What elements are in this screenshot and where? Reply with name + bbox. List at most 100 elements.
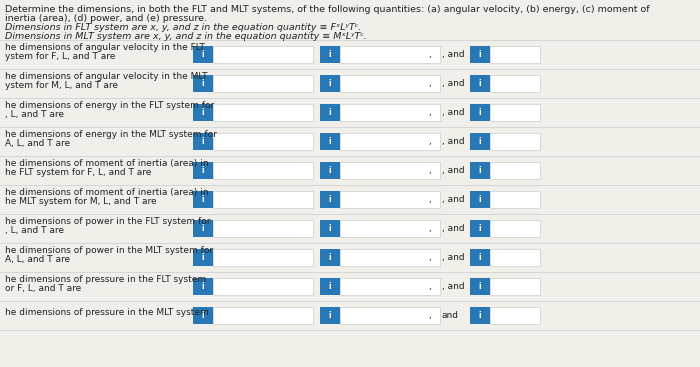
Text: he MLT system for M, L, and T are: he MLT system for M, L, and T are bbox=[5, 197, 157, 206]
FancyBboxPatch shape bbox=[193, 278, 213, 295]
Text: i: i bbox=[479, 137, 482, 146]
Text: , L, and T are: , L, and T are bbox=[5, 226, 64, 235]
Text: i: i bbox=[202, 79, 204, 88]
Text: ystem for F, L, and T are: ystem for F, L, and T are bbox=[5, 52, 116, 61]
Text: i: i bbox=[479, 253, 482, 262]
FancyBboxPatch shape bbox=[320, 104, 340, 121]
FancyBboxPatch shape bbox=[193, 75, 213, 92]
FancyBboxPatch shape bbox=[340, 191, 440, 208]
FancyBboxPatch shape bbox=[490, 133, 540, 150]
Text: i: i bbox=[202, 50, 204, 59]
FancyBboxPatch shape bbox=[340, 249, 440, 266]
FancyBboxPatch shape bbox=[490, 104, 540, 121]
FancyBboxPatch shape bbox=[490, 162, 540, 179]
Text: or F, L, and T are: or F, L, and T are bbox=[5, 284, 81, 293]
Text: he dimensions of power in the FLT system for: he dimensions of power in the FLT system… bbox=[5, 217, 211, 226]
Text: , and: , and bbox=[442, 224, 465, 233]
Text: i: i bbox=[202, 282, 204, 291]
Text: he dimensions of pressure in the MLT system: he dimensions of pressure in the MLT sys… bbox=[5, 308, 209, 317]
Text: ,: , bbox=[428, 195, 430, 204]
FancyBboxPatch shape bbox=[470, 191, 490, 208]
Text: ,: , bbox=[428, 253, 430, 262]
Text: and: and bbox=[442, 311, 459, 320]
FancyBboxPatch shape bbox=[490, 46, 540, 63]
FancyBboxPatch shape bbox=[320, 278, 340, 295]
FancyBboxPatch shape bbox=[490, 75, 540, 92]
Text: he dimensions of moment of inertia (area) in: he dimensions of moment of inertia (area… bbox=[5, 188, 209, 197]
Text: he dimensions of moment of inertia (area) in: he dimensions of moment of inertia (area… bbox=[5, 159, 209, 168]
Text: , and: , and bbox=[442, 166, 465, 175]
Text: i: i bbox=[479, 195, 482, 204]
FancyBboxPatch shape bbox=[213, 307, 313, 324]
FancyBboxPatch shape bbox=[193, 307, 213, 324]
FancyBboxPatch shape bbox=[490, 249, 540, 266]
Text: ,: , bbox=[428, 50, 430, 59]
FancyBboxPatch shape bbox=[320, 191, 340, 208]
Text: he FLT system for F, L, and T are: he FLT system for F, L, and T are bbox=[5, 168, 151, 177]
Text: he dimensions of energy in the MLT system for: he dimensions of energy in the MLT syste… bbox=[5, 130, 217, 139]
FancyBboxPatch shape bbox=[470, 220, 490, 237]
Text: ,: , bbox=[428, 166, 430, 175]
FancyBboxPatch shape bbox=[193, 191, 213, 208]
Text: i: i bbox=[202, 166, 204, 175]
Text: i: i bbox=[329, 79, 331, 88]
FancyBboxPatch shape bbox=[213, 75, 313, 92]
Text: he dimensions of power in the MLT system for: he dimensions of power in the MLT system… bbox=[5, 246, 213, 255]
FancyBboxPatch shape bbox=[213, 104, 313, 121]
Text: i: i bbox=[329, 282, 331, 291]
Text: i: i bbox=[329, 108, 331, 117]
FancyBboxPatch shape bbox=[213, 249, 313, 266]
Text: he dimensions of angular velocity in the FLT: he dimensions of angular velocity in the… bbox=[5, 43, 205, 52]
Text: ,: , bbox=[428, 137, 430, 146]
FancyBboxPatch shape bbox=[193, 249, 213, 266]
FancyBboxPatch shape bbox=[320, 133, 340, 150]
FancyBboxPatch shape bbox=[340, 162, 440, 179]
FancyBboxPatch shape bbox=[470, 133, 490, 150]
Text: , and: , and bbox=[442, 195, 465, 204]
Text: i: i bbox=[479, 311, 482, 320]
Text: Dimensions in FLT system are x, y, and z in the equation quantity ≡ FˣLʸTᶜ.: Dimensions in FLT system are x, y, and z… bbox=[5, 23, 361, 32]
FancyBboxPatch shape bbox=[470, 249, 490, 266]
Text: A, L, and T are: A, L, and T are bbox=[5, 139, 70, 148]
FancyBboxPatch shape bbox=[470, 46, 490, 63]
Text: he dimensions of angular velocity in the MLT: he dimensions of angular velocity in the… bbox=[5, 72, 207, 81]
FancyBboxPatch shape bbox=[193, 220, 213, 237]
Text: i: i bbox=[202, 195, 204, 204]
FancyBboxPatch shape bbox=[490, 278, 540, 295]
FancyBboxPatch shape bbox=[213, 133, 313, 150]
FancyBboxPatch shape bbox=[213, 220, 313, 237]
Text: i: i bbox=[479, 166, 482, 175]
FancyBboxPatch shape bbox=[213, 278, 313, 295]
Text: i: i bbox=[479, 108, 482, 117]
Text: i: i bbox=[329, 253, 331, 262]
FancyBboxPatch shape bbox=[340, 46, 440, 63]
Text: i: i bbox=[329, 166, 331, 175]
FancyBboxPatch shape bbox=[193, 133, 213, 150]
FancyBboxPatch shape bbox=[193, 104, 213, 121]
Text: , and: , and bbox=[442, 282, 465, 291]
Text: he dimensions of pressure in the FLT system: he dimensions of pressure in the FLT sys… bbox=[5, 275, 206, 284]
FancyBboxPatch shape bbox=[470, 75, 490, 92]
FancyBboxPatch shape bbox=[340, 75, 440, 92]
FancyBboxPatch shape bbox=[213, 162, 313, 179]
Text: ,: , bbox=[428, 311, 430, 320]
Text: i: i bbox=[329, 311, 331, 320]
Text: , and: , and bbox=[442, 253, 465, 262]
FancyBboxPatch shape bbox=[340, 104, 440, 121]
Text: ,: , bbox=[428, 282, 430, 291]
Text: he dimensions of energy in the FLT system for: he dimensions of energy in the FLT syste… bbox=[5, 101, 214, 110]
FancyBboxPatch shape bbox=[320, 220, 340, 237]
Text: i: i bbox=[479, 224, 482, 233]
FancyBboxPatch shape bbox=[470, 162, 490, 179]
Text: ystem for M, L, and T are: ystem for M, L, and T are bbox=[5, 81, 118, 90]
Text: ,: , bbox=[428, 224, 430, 233]
Text: A, L, and T are: A, L, and T are bbox=[5, 255, 70, 264]
FancyBboxPatch shape bbox=[470, 278, 490, 295]
FancyBboxPatch shape bbox=[320, 75, 340, 92]
FancyBboxPatch shape bbox=[490, 191, 540, 208]
Text: i: i bbox=[202, 224, 204, 233]
FancyBboxPatch shape bbox=[320, 249, 340, 266]
Text: , and: , and bbox=[442, 137, 465, 146]
Text: i: i bbox=[479, 50, 482, 59]
FancyBboxPatch shape bbox=[320, 46, 340, 63]
